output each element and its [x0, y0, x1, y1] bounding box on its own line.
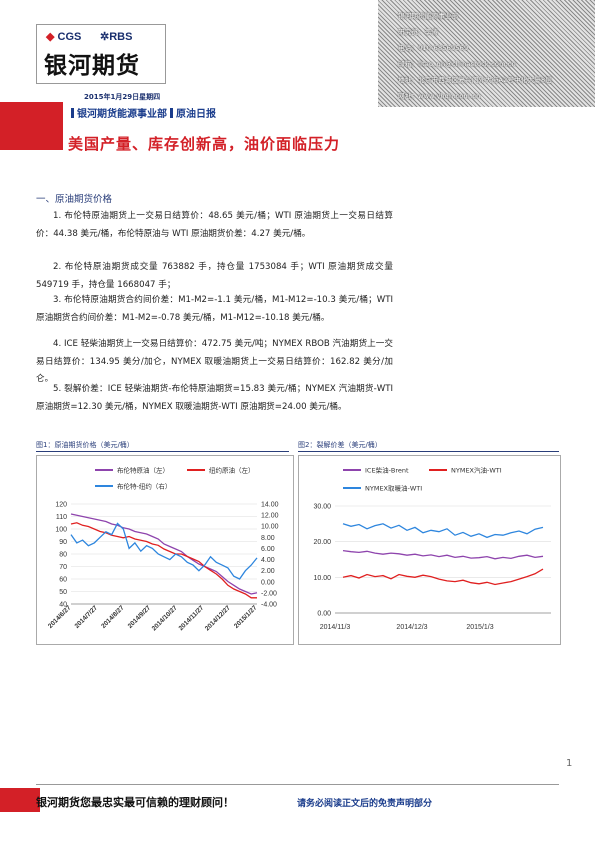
x-tick-label: 2014/10/27	[151, 604, 179, 632]
y-right-tick-label: -2.00	[261, 590, 277, 597]
department-label: 银河期货能源事业部	[77, 109, 167, 120]
y-right-tick-label: 8.00	[261, 535, 275, 542]
cgs-logo: ◆ CGS	[46, 31, 82, 43]
rbs-logo: ✲RBS	[100, 31, 133, 43]
y-right-tick-label: 4.00	[261, 557, 275, 564]
contact-email[interactable]: 邮箱：litao_qh@chinastock.com.cn	[398, 60, 516, 68]
y-right-tick-label: 14.00	[261, 502, 279, 509]
series-line-2	[70, 522, 258, 580]
y-right-tick-label: 6.00	[261, 546, 275, 553]
y-right-tick-label: 12.00	[261, 513, 279, 520]
paragraph-3: 3. 布伦特原油期货合约间价差：M1-M2=-1.1 美元/桶，M1-M12=-…	[36, 295, 393, 323]
figure1-title: 图1：原油期货价格（美元/桶）	[36, 441, 134, 449]
headline: 美国产量、库存创新高，油价面临压力	[68, 135, 341, 153]
y-left-tick-label: 80	[59, 552, 67, 559]
y-right-tick-label: 10.00	[261, 524, 279, 531]
y-left-tick-label: 70	[59, 564, 67, 571]
company-name: 银河期货	[44, 53, 140, 79]
page-number: 1	[566, 758, 573, 769]
chart1-crude-prices: 120 110 100 90 80 70 60 50 40 14.00 12.00 10.00 8.00…	[47, 466, 279, 633]
paragraph-4: 4. ICE 轻柴油期货上一交易日结算价：472.75 美元/吨；NYMEX R…	[36, 339, 393, 384]
figure1-rule	[36, 451, 289, 452]
y-tick-label: 0.00	[317, 611, 331, 618]
y-right-tick-label: 0.00	[261, 579, 275, 586]
x-tick-label: 2014/8/27	[100, 604, 126, 630]
contact-analyst: 研究员：李涛	[398, 28, 439, 36]
chart2-crack-spreads: 30.00 20.00 10.00 0.00 2014/11/3 2014/12/3 201…	[313, 466, 551, 631]
legend-label: 纽约原油（左）	[209, 466, 255, 475]
legend-label: 布伦特原油（左）	[117, 466, 169, 475]
x-tick-label: 2014/12/27	[204, 604, 232, 632]
legend-label: NYMEX取暖油-WTI	[365, 484, 422, 493]
figure2-rule	[298, 451, 559, 452]
y-left-tick-label: 120	[55, 502, 67, 509]
chart1-frame: 120 110 100 90 80 70 60 50 40 14.00 12.00 10.00 8.00…	[36, 455, 294, 645]
y-left-tick-label: 40	[59, 602, 67, 609]
y-left-tick-label: 100	[55, 527, 67, 534]
legend-label: ICE柴油-Brent	[365, 466, 409, 475]
chart2-frame: 30.00 20.00 10.00 0.00 2014/11/3 2014/12/3 201…	[298, 455, 561, 645]
y-right-tick-label: 2.00	[261, 568, 275, 575]
report-date: 2015年1月29日星期四	[84, 93, 161, 101]
footer-slogan: 银河期货您最忠实最可信赖的理财顾问！	[36, 796, 234, 809]
x-tick-label: 2014/9/27	[127, 604, 153, 630]
x-tick-label: 2015/1/3	[466, 624, 493, 631]
y-left-tick-label: 90	[59, 539, 67, 546]
y-left-tick-label: 60	[59, 577, 67, 584]
series-line-0	[70, 513, 258, 595]
legend-label: 布伦特-纽约（右）	[117, 482, 171, 491]
contact-address: 地址：北京市西城区复兴门外大街A2号中化大厦8层	[398, 76, 553, 84]
series-line-1	[342, 568, 544, 586]
x-tick-label: 2014/7/27	[74, 604, 100, 630]
section-title: 一、原油期货价格	[36, 194, 113, 205]
series-line-1	[70, 522, 257, 599]
footer-rule	[36, 784, 559, 785]
contact-website[interactable]: 网址：www.yhqh.com.cn	[398, 92, 481, 100]
footer-disclaimer: 请务必阅读正文后的免责声明部分	[297, 799, 433, 809]
red-accent-bar	[0, 102, 63, 150]
contact-dept: 银河期货能源事业部	[398, 12, 459, 20]
series-line-0	[342, 549, 544, 560]
paragraph-2: 2. 布伦特原油期货成交量 763882 手，持仓量 1753084 手；WTI…	[36, 262, 393, 290]
y-left-tick-label: 50	[59, 589, 67, 596]
x-tick-label: 2014/11/3	[320, 624, 351, 631]
y-left-tick-label: 110	[56, 514, 67, 521]
report-type: 原油日报	[176, 109, 216, 120]
contact-panel: 银河期货能源事业部 研究员：李涛 电话：010-68569569 邮箱：lita…	[378, 0, 595, 107]
x-tick-label: 2014/11/27	[178, 604, 206, 632]
y-tick-label: 20.00	[313, 539, 331, 546]
y-tick-label: 10.00	[313, 575, 331, 582]
legend-label: NYMEX汽油-WTI	[451, 466, 502, 475]
paragraph-1: 1. 布伦特原油期货上一交易日结算价：48.65 美元/桶；WTI 原油期货上一…	[36, 211, 393, 239]
contact-phone: 电话：010-68569569	[398, 44, 469, 52]
x-tick-label: 2014/12/3	[396, 624, 427, 631]
x-tick-label: 2015/1/27	[233, 604, 259, 630]
y-right-tick-label: -4.00	[261, 602, 277, 609]
report-header: 银河期货能源事业部 原油日报	[68, 105, 216, 120]
y-tick-label: 30.00	[313, 504, 331, 511]
series-line-2	[342, 523, 544, 539]
company-logo	[36, 24, 166, 84]
footer-red-block	[0, 788, 40, 812]
paragraph-5: 5. 裂解价差：ICE 轻柴油期货-布伦特原油期货=15.83 美元/桶；NYM…	[36, 384, 393, 412]
figure2-title: 图2：裂解价差（美元/桶）	[298, 441, 382, 449]
